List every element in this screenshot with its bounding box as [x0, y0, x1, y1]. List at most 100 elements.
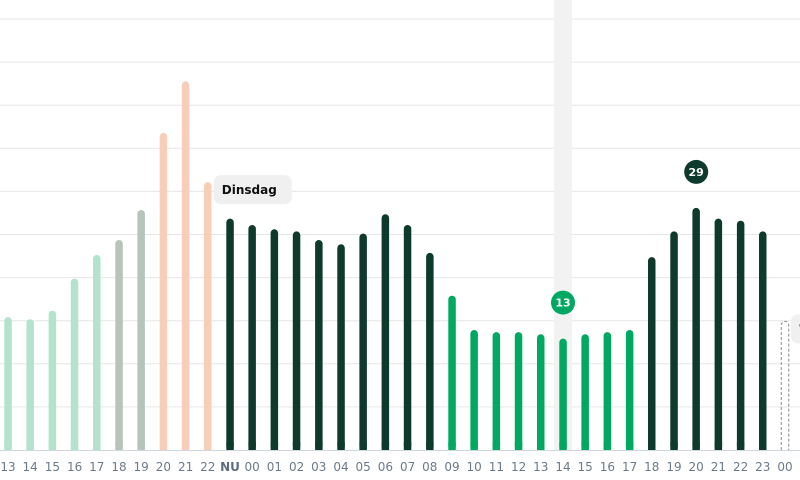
x-tick-label: 10 — [467, 460, 482, 474]
bar-base — [736, 442, 745, 450]
x-tick-label: 15 — [578, 460, 593, 474]
bar-1[interactable] — [26, 319, 34, 450]
x-tick-label: 05 — [356, 460, 371, 474]
x-tick-label: 15 — [45, 460, 60, 474]
bar-base — [70, 442, 79, 450]
bar-17[interactable] — [381, 214, 390, 450]
bar-base — [714, 442, 723, 450]
x-tick-label: 01 — [267, 460, 282, 474]
bar-19[interactable] — [426, 252, 434, 450]
bar-base — [159, 442, 168, 450]
bar-base — [270, 442, 279, 450]
bar-2[interactable] — [48, 310, 57, 450]
x-tick-label: 02 — [289, 460, 304, 474]
x-tick-label: 18 — [111, 460, 126, 474]
day-labels: Dinsdag Woensdag — [213, 175, 800, 344]
bar-base — [625, 442, 634, 450]
x-axis-ticks: 13 14 15 16 17 18 19 20 21 22 NU 00 01 02 03 04 05 06 07 08… — [0, 460, 792, 474]
bar-14[interactable] — [315, 240, 323, 450]
day-label: Dinsdag — [213, 175, 292, 205]
x-tick-label: 12 — [511, 460, 526, 474]
chart-bars — [4, 81, 790, 451]
bar-30[interactable] — [670, 231, 678, 450]
bar-32[interactable] — [714, 218, 723, 450]
x-tick-label: 07 — [400, 460, 415, 474]
x-tick-label: 00 — [777, 460, 792, 474]
bar-base — [426, 442, 434, 450]
x-tick-label: 13 — [0, 460, 15, 474]
bar-9[interactable] — [204, 182, 212, 450]
bar-28[interactable] — [625, 330, 634, 450]
bar-base — [381, 442, 390, 450]
bar-15[interactable] — [337, 244, 345, 450]
bar-base — [93, 442, 101, 450]
bar-29[interactable] — [648, 257, 656, 450]
bar-10[interactable] — [226, 218, 234, 450]
bar-base — [603, 442, 612, 450]
value-badge: 13 — [551, 290, 575, 315]
bar-0[interactable] — [4, 317, 12, 450]
bar-24[interactable] — [537, 334, 545, 450]
x-tick-label: 14 — [23, 460, 38, 474]
bar-base — [670, 442, 678, 450]
day-label-text: Dinsdag — [222, 183, 277, 197]
bar-forecast[interactable] — [780, 320, 790, 450]
bar-21[interactable] — [470, 330, 478, 450]
bar-25[interactable] — [559, 338, 567, 450]
x-tick-label: 03 — [311, 460, 326, 474]
x-tick-label: 09 — [444, 460, 459, 474]
bar-23[interactable] — [514, 332, 523, 450]
bar-3[interactable] — [70, 278, 79, 450]
bar-base — [315, 442, 323, 450]
value-badge: 29 — [684, 159, 709, 184]
bar-base — [403, 442, 412, 450]
x-tick-label: 14 — [555, 460, 570, 474]
bar-4[interactable] — [93, 255, 101, 450]
bar-18[interactable] — [403, 225, 412, 450]
bar-20[interactable] — [448, 295, 456, 450]
bar-base — [248, 442, 256, 450]
bar-base — [359, 442, 367, 450]
bar-6[interactable] — [137, 210, 145, 450]
bar-base — [448, 442, 456, 450]
x-tick-label: 17 — [89, 460, 104, 474]
bar-base — [48, 442, 57, 450]
badge-circle — [551, 290, 575, 315]
day-label: Woensdag — [791, 314, 800, 344]
bar-5[interactable] — [115, 240, 123, 450]
bar-27[interactable] — [603, 332, 612, 450]
badge-circle — [684, 159, 709, 184]
x-tick-label: 22 — [200, 460, 215, 474]
bar-22[interactable] — [492, 332, 501, 450]
bar-31[interactable] — [692, 207, 700, 450]
x-tick-label: 13 — [533, 460, 548, 474]
bar-base — [137, 442, 145, 450]
x-tick-label: 20 — [156, 460, 171, 474]
bar-base — [692, 442, 700, 450]
bar-base — [337, 442, 345, 450]
bar-11[interactable] — [248, 225, 256, 450]
x-tick-label: NU — [220, 460, 240, 474]
x-tick-label: 16 — [600, 460, 615, 474]
bar-base — [226, 442, 234, 450]
bar-16[interactable] — [359, 233, 367, 450]
bar-12[interactable] — [270, 229, 279, 450]
bar-34[interactable] — [759, 231, 767, 450]
bar-8[interactable] — [181, 81, 190, 451]
x-tick-label: 04 — [333, 460, 348, 474]
bar-13[interactable] — [292, 231, 301, 450]
x-tick-label: 08 — [422, 460, 437, 474]
bar-base — [26, 442, 34, 450]
bar-base — [492, 442, 501, 450]
day-label-bg — [791, 314, 800, 344]
badge-value: 13 — [555, 297, 570, 310]
bar-33[interactable] — [736, 220, 745, 450]
bar-base — [537, 442, 545, 450]
bar-base — [559, 442, 567, 450]
bar-base — [181, 442, 190, 450]
bar-26[interactable] — [581, 334, 589, 450]
x-tick-label: 21 — [711, 460, 726, 474]
bar-7[interactable] — [159, 132, 168, 450]
bar-base — [4, 442, 12, 450]
x-tick-label: 06 — [378, 460, 393, 474]
